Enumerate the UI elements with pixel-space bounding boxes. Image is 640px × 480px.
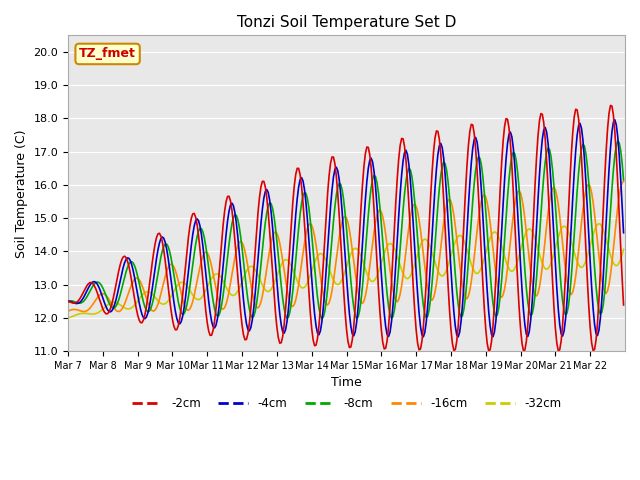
Legend: -2cm, -4cm, -8cm, -16cm, -32cm: -2cm, -4cm, -8cm, -16cm, -32cm: [127, 392, 566, 415]
Text: TZ_fmet: TZ_fmet: [79, 48, 136, 60]
Title: Tonzi Soil Temperature Set D: Tonzi Soil Temperature Set D: [237, 15, 456, 30]
X-axis label: Time: Time: [331, 376, 362, 389]
Y-axis label: Soil Temperature (C): Soil Temperature (C): [15, 129, 28, 257]
